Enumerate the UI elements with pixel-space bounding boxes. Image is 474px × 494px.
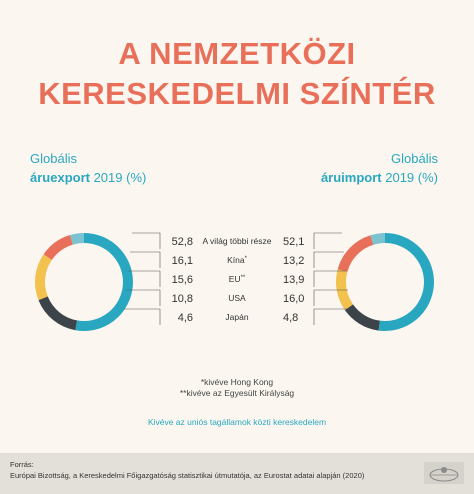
export-heading: Globális áruexport 2019 (%) xyxy=(30,149,146,187)
export-connector-eu xyxy=(128,270,161,287)
title-line-2: KERESKEDELMI SZÍNTÉR xyxy=(38,76,436,111)
donut-charts: 52,8 52,1 A világ többi része 16,1 13,2 Kína*… xyxy=(35,232,434,331)
export-value-china: 16,1 xyxy=(172,255,193,267)
category-label-rest: A világ többi része xyxy=(203,236,272,246)
export-value-japan: 4,6 xyxy=(178,312,193,324)
import-connector-usa xyxy=(313,289,348,306)
import-value-eu: 13,9 xyxy=(283,274,304,286)
import-slice-china xyxy=(344,304,381,331)
category-label-china: Kína* xyxy=(227,255,248,265)
category-label-japan: Japán xyxy=(225,312,248,322)
footnote-eu: **kivéve az Egyesült Királyság xyxy=(179,388,295,398)
import-value-usa: 16,0 xyxy=(283,293,304,305)
source-text: Európai Bizottság, a Kereskedelmi Főigaz… xyxy=(10,471,365,480)
export-heading-rest: 2019 (%) xyxy=(89,170,147,185)
export-slice-japan xyxy=(70,233,85,245)
export-value-rest: 52,8 xyxy=(172,236,193,248)
import-slice-eu xyxy=(336,269,354,311)
export-connector-japan xyxy=(124,308,161,325)
import-value-china: 13,2 xyxy=(283,255,304,267)
import-slice-rest xyxy=(378,233,434,331)
import-value-japan: 4,8 xyxy=(283,312,298,324)
import-slice-usa xyxy=(337,235,374,273)
export-slice-eu xyxy=(35,254,53,301)
import-connector-china xyxy=(313,251,344,268)
export-connector-usa xyxy=(126,289,161,306)
export-value-usa: 10,8 xyxy=(172,293,193,305)
title-line-1: A NEMZETKÖZI xyxy=(118,36,356,71)
export-slice-china xyxy=(38,296,78,331)
export-heading-line1: Globális xyxy=(30,151,77,166)
category-mark-eu: ** xyxy=(241,275,246,281)
category-label-usa: USA xyxy=(228,293,246,303)
category-label-eu: EU** xyxy=(229,274,246,284)
export-connector-china xyxy=(130,251,161,268)
source-box: Forrás: Európai Bizottság, a Kereskedelm… xyxy=(0,453,474,494)
import-heading-bold: áruimport xyxy=(320,170,382,185)
european-parliament-logo xyxy=(424,462,464,484)
category-mark-china: * xyxy=(245,256,248,262)
export-heading-bold: áruexport xyxy=(30,170,90,185)
export-connector-rest xyxy=(132,232,161,249)
import-connector-rest xyxy=(313,232,342,249)
footnotes: *kivéve Hong Kong **kivéve az Egyesült K… xyxy=(0,377,474,399)
source-label: Forrás: xyxy=(10,460,34,469)
import-slice-japan xyxy=(370,233,386,245)
export-slice-usa xyxy=(43,235,74,261)
import-connector-japan xyxy=(313,308,350,325)
trade-note: Kivéve az uniós tagállamok közti kereske… xyxy=(147,417,327,427)
import-connector-eu xyxy=(313,270,346,287)
export-slice-rest xyxy=(75,233,133,331)
import-value-rest: 52,1 xyxy=(283,236,304,248)
footnote-china: *kivéve Hong Kong xyxy=(200,377,274,387)
import-heading-rest: 2019 (%) xyxy=(381,170,438,185)
export-value-eu: 15,6 xyxy=(172,274,193,286)
import-heading: Globális áruimport 2019 (%) xyxy=(321,149,438,187)
import-heading-line1: Globális xyxy=(391,151,438,166)
